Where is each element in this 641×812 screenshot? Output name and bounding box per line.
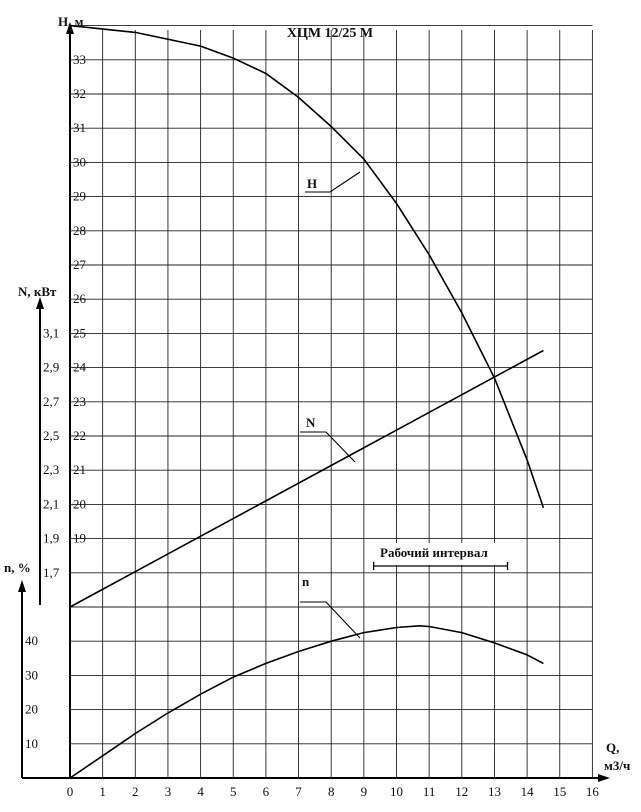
- h-tick-label: 25: [73, 325, 86, 340]
- tick-labels: 0 1 2 3 4 5 6 7 8 9 10 11 12 13 14 15 161920212223242526…: [25, 52, 599, 799]
- x-tick-label: 0: [67, 784, 74, 799]
- grid: [70, 25, 593, 778]
- working-interval-box: [372, 543, 520, 565]
- x-tick-label: 14: [521, 784, 535, 799]
- x-tick-label: 3: [165, 784, 172, 799]
- x-tick-label: 13: [488, 784, 501, 799]
- h-tick-label: 19: [73, 531, 86, 546]
- n-curve-label: N: [306, 415, 316, 430]
- working-interval: Рабочий интервал: [372, 543, 520, 570]
- eta-axis-arrow: [18, 580, 26, 592]
- axes: [18, 22, 610, 782]
- series-curves: [69, 24, 545, 779]
- h-axis-title: H, м: [58, 14, 84, 29]
- x-axis-title-line2: м3/ч: [604, 758, 630, 773]
- x-tick-label: 4: [197, 784, 204, 799]
- h-axis-arrow: [66, 22, 74, 34]
- h-tick-label: 22: [73, 428, 86, 443]
- eta-tick-label: 30: [25, 667, 38, 682]
- h-tick-label: 29: [73, 189, 86, 204]
- x-tick-label: 7: [295, 784, 302, 799]
- n-tick-label: 2,1: [43, 496, 59, 511]
- x-tick-label: 12: [455, 784, 468, 799]
- n-curve-leader: [300, 431, 356, 463]
- h-tick-label: 31: [73, 120, 86, 135]
- x-tick-label: 8: [328, 784, 335, 799]
- x-tick-label: 6: [263, 784, 270, 799]
- x-tick-label: 16: [586, 784, 600, 799]
- h-curve: [69, 24, 545, 509]
- h-tick-label: 20: [73, 496, 86, 511]
- x-tick-label: 11: [423, 784, 436, 799]
- eta-tick-label: 10: [25, 736, 38, 751]
- h-tick-label: 28: [73, 223, 86, 238]
- n-axis-title: N, кВт: [18, 284, 57, 299]
- n-tick-label: 1,7: [43, 565, 60, 580]
- x-tick-label: 9: [361, 784, 368, 799]
- eta-curve-label: n: [302, 574, 310, 589]
- x-axis-arrow: [598, 774, 610, 782]
- h-tick-label: 26: [73, 291, 87, 306]
- n-tick-label: 2,5: [43, 428, 59, 443]
- h-tick-label: 24: [73, 360, 87, 375]
- working-interval-label: Рабочий интервал: [380, 545, 488, 560]
- eta-tick-label: 40: [25, 633, 38, 648]
- x-tick-label: 10: [390, 784, 403, 799]
- x-tick-label: 5: [230, 784, 237, 799]
- h-tick-label: 23: [73, 394, 86, 409]
- chart-title: ХЦМ 12/25 М: [287, 26, 373, 41]
- h-curve-label: H: [307, 176, 317, 191]
- x-tick-label: 2: [132, 784, 139, 799]
- eta-curve-leader: [300, 601, 361, 639]
- n-tick-label: 2,9: [43, 360, 59, 375]
- x-axis-title-line1: Q,: [606, 740, 619, 755]
- h-curve-leader: [305, 171, 361, 193]
- eta-tick-label: 20: [25, 702, 38, 717]
- n-tick-label: 2,3: [43, 462, 59, 477]
- h-tick-label: 32: [73, 86, 86, 101]
- x-tick-label: 15: [553, 784, 566, 799]
- h-tick-label: 30: [73, 154, 86, 169]
- n-tick-label: 1,9: [43, 531, 59, 546]
- h-tick-label: 33: [73, 52, 86, 67]
- n-tick-label: 3,1: [43, 325, 59, 340]
- eta-axis-title: n, %: [4, 560, 31, 575]
- n-tick-label: 2,7: [43, 394, 60, 409]
- efficiency-curve: [69, 624, 544, 779]
- h-tick-label: 27: [73, 257, 87, 272]
- n-power-line: [69, 349, 544, 608]
- x-tick-label: 1: [99, 784, 106, 799]
- n-axis-arrow: [36, 297, 44, 309]
- h-tick-label: 21: [73, 462, 86, 477]
